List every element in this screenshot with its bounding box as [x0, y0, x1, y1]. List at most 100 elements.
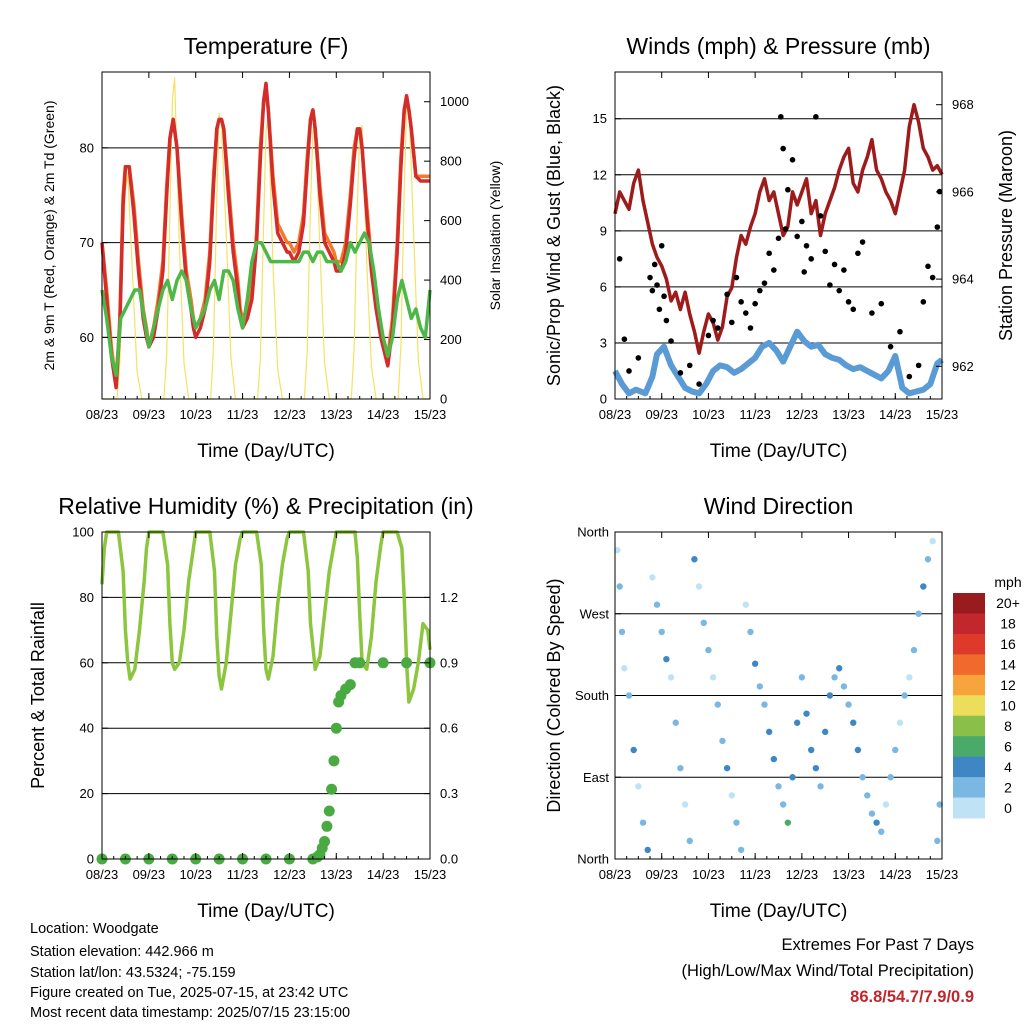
direction-point [756, 683, 764, 690]
gust-point [626, 368, 632, 374]
direction-point [878, 828, 885, 835]
y-axis-label: Percent & Total Rainfall [28, 602, 48, 789]
gust-point [724, 291, 730, 298]
gust-point [827, 282, 833, 288]
y-tick-label: 6 [600, 279, 607, 294]
y2-tick-label: 400 [440, 273, 462, 288]
gust-point [658, 242, 665, 249]
x-tick-label: 12/23 [786, 407, 819, 422]
gust-point [668, 338, 674, 344]
direction-point [854, 746, 862, 754]
info-elevation: Station elevation: 442.966 m [30, 944, 214, 960]
legend-swatch [953, 613, 985, 635]
direction-point [733, 819, 740, 826]
legend-label: 8 [1004, 718, 1012, 734]
direction-point [929, 537, 936, 545]
chart-title: Wind Direction [704, 493, 854, 519]
extremes-subtitle: (High/Low/Max Wind/Total Precipitation) [681, 962, 974, 980]
chart-title: Relative Humidity (%) & Precipitation (i… [58, 493, 473, 519]
panel-humidity [96, 530, 436, 865]
direction-point [831, 674, 838, 681]
y-tick-label: 80 [80, 140, 94, 155]
x-axis-label: Time (Day/UTC) [710, 441, 848, 462]
gust-point [686, 362, 693, 369]
direction-point [686, 837, 693, 845]
direction-point [663, 655, 670, 663]
gust-point [934, 224, 941, 230]
y2-tick-label: 0.0 [440, 852, 458, 867]
direction-point [779, 801, 787, 808]
legend-swatch [953, 797, 985, 819]
direction-point [892, 746, 899, 754]
direction-point [775, 783, 782, 790]
y-tick-label: 60 [80, 655, 94, 670]
direction-point [910, 646, 918, 654]
chart-title: Temperature (F) [184, 33, 349, 59]
legend-title: mph [994, 574, 1021, 590]
gust-point [761, 280, 768, 286]
x-tick-label: 13/23 [320, 407, 353, 422]
gust-point [897, 328, 903, 335]
direction-point [817, 783, 824, 790]
gust-point [621, 336, 628, 343]
y2-tick-label: 968 [952, 97, 974, 112]
legend-label: 12 [1000, 677, 1016, 693]
direction-point [798, 674, 806, 681]
direction-point [705, 646, 712, 654]
panel-direction [614, 531, 985, 860]
precip-point [328, 755, 340, 767]
direction-point [765, 728, 773, 736]
x-tick-label: 15/23 [414, 867, 447, 882]
y2-tick-label: 966 [952, 184, 974, 199]
y2-tick-label: 0.9 [440, 655, 458, 670]
y2-tick-label: 200 [440, 332, 462, 347]
precip-point [330, 722, 342, 734]
gust-point [780, 145, 786, 152]
x-tick-label: 13/23 [832, 867, 865, 882]
x-axis-label: Time (Day/UTC) [197, 441, 335, 462]
gust-point [728, 319, 735, 326]
gust-point [616, 256, 623, 262]
legend-swatch [953, 736, 985, 758]
direction-point [630, 746, 637, 754]
gust-point [778, 114, 784, 120]
y-tick-label: 0 [87, 852, 94, 867]
legend-label: 6 [1004, 738, 1012, 754]
gust-point [855, 250, 861, 257]
gust-point [920, 299, 927, 305]
gust-point [813, 114, 819, 120]
direction-point [719, 737, 726, 745]
direction-point [887, 774, 894, 781]
precip-point [354, 657, 366, 669]
extremes-title: Extremes For Past 7 Days [781, 936, 974, 954]
x-tick-label: 08/23 [599, 867, 632, 882]
direction-point [658, 628, 665, 636]
gust-point [647, 274, 653, 281]
y-tick-label: West [580, 606, 610, 621]
gust-point [841, 267, 847, 273]
chart-title: Winds (mph) & Pressure (mb) [626, 33, 930, 59]
y-tick-label: North [577, 852, 609, 867]
legend-label: 2 [1004, 779, 1012, 795]
x-tick-label: 12/23 [273, 407, 306, 422]
y2-tick-label: 0 [440, 392, 447, 407]
legend-label: 20+ [996, 595, 1020, 611]
direction-point [868, 810, 876, 817]
gust-point [799, 218, 805, 225]
precip-point [319, 836, 331, 848]
gust-point [859, 239, 866, 245]
direction-point [723, 764, 731, 772]
direction-point [840, 683, 848, 690]
y-tick-label: 70 [80, 235, 94, 250]
legend-label: 4 [1004, 759, 1012, 775]
legend-swatch [953, 695, 985, 717]
y2-tick-label: 1.2 [440, 590, 458, 605]
direction-point [906, 674, 913, 681]
x-axis-label: Time (Day/UTC) [197, 901, 335, 922]
precip-point [321, 820, 333, 832]
gust-point [696, 381, 702, 387]
gust-point [766, 250, 772, 257]
gust-point [635, 355, 642, 361]
direction-point [789, 774, 796, 781]
gust-point [651, 261, 658, 268]
